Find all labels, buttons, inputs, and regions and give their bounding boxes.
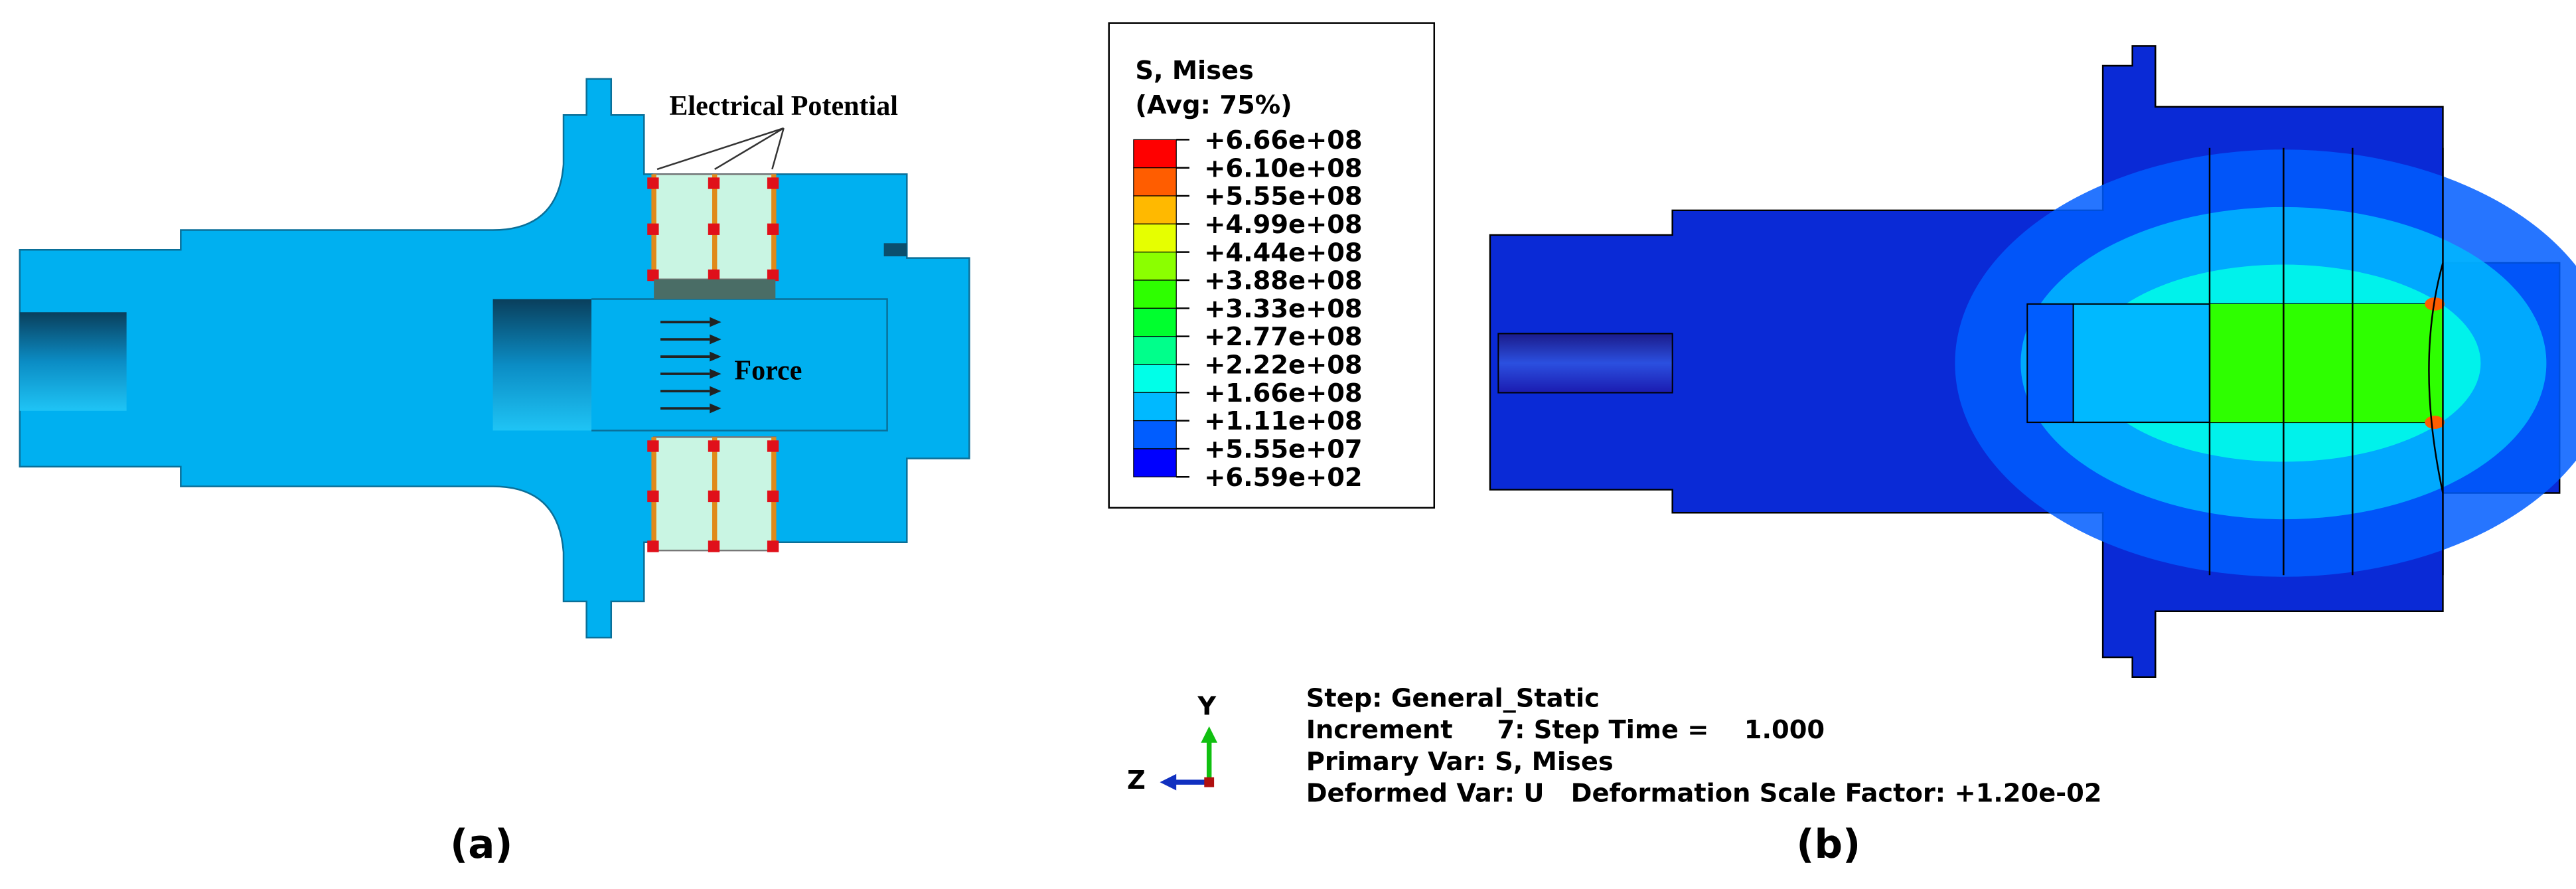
legend-swatch	[1133, 223, 1177, 253]
bore	[492, 299, 592, 431]
legend-subtitle: (Avg: 75%)	[1135, 90, 1292, 120]
triad-origin	[1204, 777, 1215, 787]
legend-label: +6.59e+02	[1204, 463, 1362, 493]
node	[708, 540, 720, 552]
annotation: Force	[734, 356, 802, 386]
node	[647, 440, 659, 452]
legend-swatch	[1133, 420, 1177, 449]
legend-swatch	[1133, 195, 1177, 224]
slot	[883, 243, 907, 257]
panel-b	[1489, 45, 2576, 678]
legend-title: S, Mises	[1135, 56, 1254, 86]
legend-swatch	[1133, 139, 1177, 169]
legend-swatch	[1133, 392, 1177, 422]
triad-y-head	[1201, 726, 1218, 743]
force-arrowhead	[710, 386, 721, 396]
shade	[654, 279, 776, 299]
triad-z-head	[1160, 773, 1177, 791]
node	[708, 177, 720, 189]
bore	[19, 312, 127, 411]
legend-label: +3.88e+08	[1204, 266, 1362, 296]
legend-label: +6.66e+08	[1204, 125, 1362, 155]
force-arrowhead	[710, 368, 721, 379]
legend-swatch	[1133, 280, 1177, 309]
bore	[1497, 333, 1673, 394]
node	[647, 269, 659, 282]
node	[708, 490, 720, 503]
legend-label: +5.55e+08	[1204, 182, 1362, 212]
node	[767, 269, 779, 282]
node	[767, 177, 779, 189]
pointer	[656, 127, 785, 171]
force-arrowhead	[710, 351, 721, 362]
legend: +6.66e+08+6.10e+08+5.55e+08+4.99e+08+4.4…	[1133, 125, 1363, 493]
node	[767, 223, 779, 235]
panel-label: (a)	[450, 822, 512, 868]
hotspot	[2425, 416, 2445, 429]
pin-end	[2026, 303, 2074, 424]
legend-label: +3.33e+08	[1204, 294, 1362, 324]
node	[767, 440, 779, 452]
legend-swatch	[1133, 252, 1177, 281]
legend-swatch	[1133, 167, 1177, 197]
node	[647, 490, 659, 503]
legend-label: +1.11e+08	[1204, 406, 1362, 436]
legend-label: +2.77e+08	[1204, 322, 1362, 352]
annotation: Electrical Potential	[669, 91, 898, 121]
node	[708, 269, 720, 282]
node	[708, 223, 720, 235]
force-arrowhead	[710, 317, 721, 327]
legend-swatch	[1133, 336, 1177, 365]
legend-label: +4.99e+08	[1204, 210, 1362, 240]
node	[647, 540, 659, 552]
legend-label: +2.22e+08	[1204, 351, 1362, 380]
force-arrowhead	[710, 403, 721, 414]
step-line: Increment 7: Step Time = 1.000	[1306, 715, 1825, 745]
node	[767, 490, 779, 503]
legend-swatch	[1133, 448, 1177, 477]
end-arc	[2428, 262, 2444, 493]
legend-label: +1.66e+08	[1204, 378, 1362, 408]
force-arrowhead	[710, 334, 721, 345]
triad-label: Y	[1197, 692, 1217, 722]
panel-label: (b)	[1796, 822, 1860, 868]
legend-label: +4.44e+08	[1204, 238, 1362, 268]
step-line: Deformed Var: U Deformation Scale Factor…	[1306, 779, 2102, 809]
pin-core	[2210, 303, 2443, 423]
legend-swatch	[1133, 307, 1177, 337]
legend-label: +6.10e+08	[1204, 153, 1362, 183]
triad-label: Z	[1127, 766, 1146, 795]
legend-label: +5.55e+07	[1204, 435, 1362, 465]
node	[767, 540, 779, 552]
pointer	[771, 127, 785, 170]
step-line: Step: General_Static	[1306, 683, 1600, 713]
node	[647, 223, 659, 235]
panel-a	[19, 78, 970, 639]
step-line: Primary Var: S, Mises	[1306, 747, 1614, 777]
node	[647, 177, 659, 189]
node	[708, 440, 720, 452]
pointer	[714, 127, 785, 170]
legend-swatch	[1133, 364, 1177, 393]
